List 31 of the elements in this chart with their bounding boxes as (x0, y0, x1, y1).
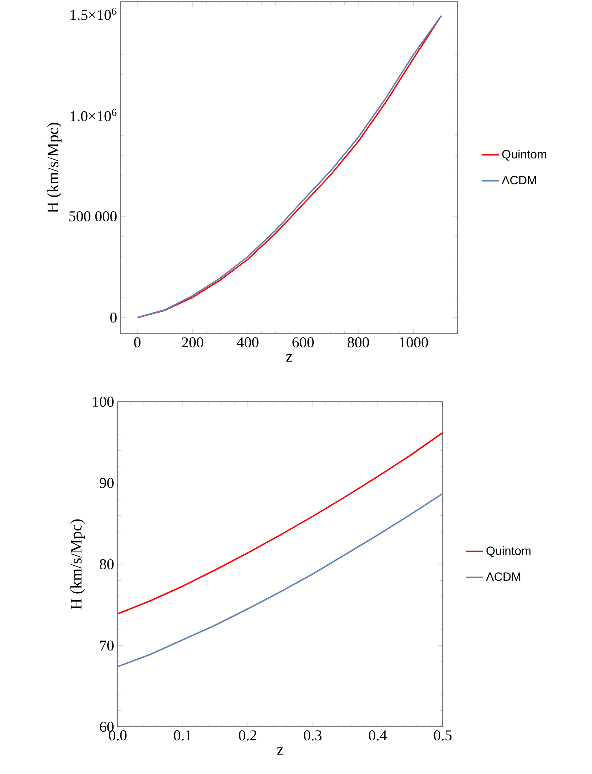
y-tick-label: 70 (100, 640, 114, 651)
y-axis-title: H (km/s/Mpc) (47, 123, 62, 214)
x-axis-title: z (277, 748, 284, 755)
x-tick-label: 0.5 (434, 730, 452, 741)
x-axis-title: z (286, 354, 293, 362)
x-tick-label: 800 (348, 338, 370, 348)
x-tick-label: 200 (182, 338, 204, 348)
x-tick-label: 0.2 (239, 730, 257, 741)
y-tick-label: 80 (100, 559, 114, 570)
y-tick-label: 1.5×10$^{6}$ (70, 8, 117, 20)
y-tick-label: 100 (93, 396, 114, 408)
x-tick-label: 0.4 (369, 730, 388, 741)
x-tick-label: 1000 (400, 338, 428, 348)
y-axis-title: H (km/s/Mpc) (70, 520, 86, 610)
x-tick-label: 400 (237, 338, 259, 348)
x-tick-label: 0 (134, 338, 141, 348)
x-tick-label: 0.0 (109, 730, 127, 741)
legend-label: ΛCDM (502, 176, 536, 185)
y-tick-label: 90 (100, 478, 114, 488)
line-series (117, 432, 444, 615)
x-tick-label: 600 (292, 338, 314, 348)
y-tick-label: 500 000 (70, 212, 117, 222)
line-series (136, 15, 442, 318)
legend-label: Quintom (502, 150, 546, 161)
y-tick-label: 1.0×10$^{6}$ (70, 109, 117, 122)
x-tick-label: 0.1 (174, 730, 192, 741)
y-tick-label: 0 (110, 312, 117, 323)
legend-label: Quintom (486, 546, 531, 558)
x-tick-label: 0.3 (304, 730, 322, 741)
legend-label: ΛCDM (486, 572, 521, 582)
y-tick-label: 60 (100, 722, 114, 732)
